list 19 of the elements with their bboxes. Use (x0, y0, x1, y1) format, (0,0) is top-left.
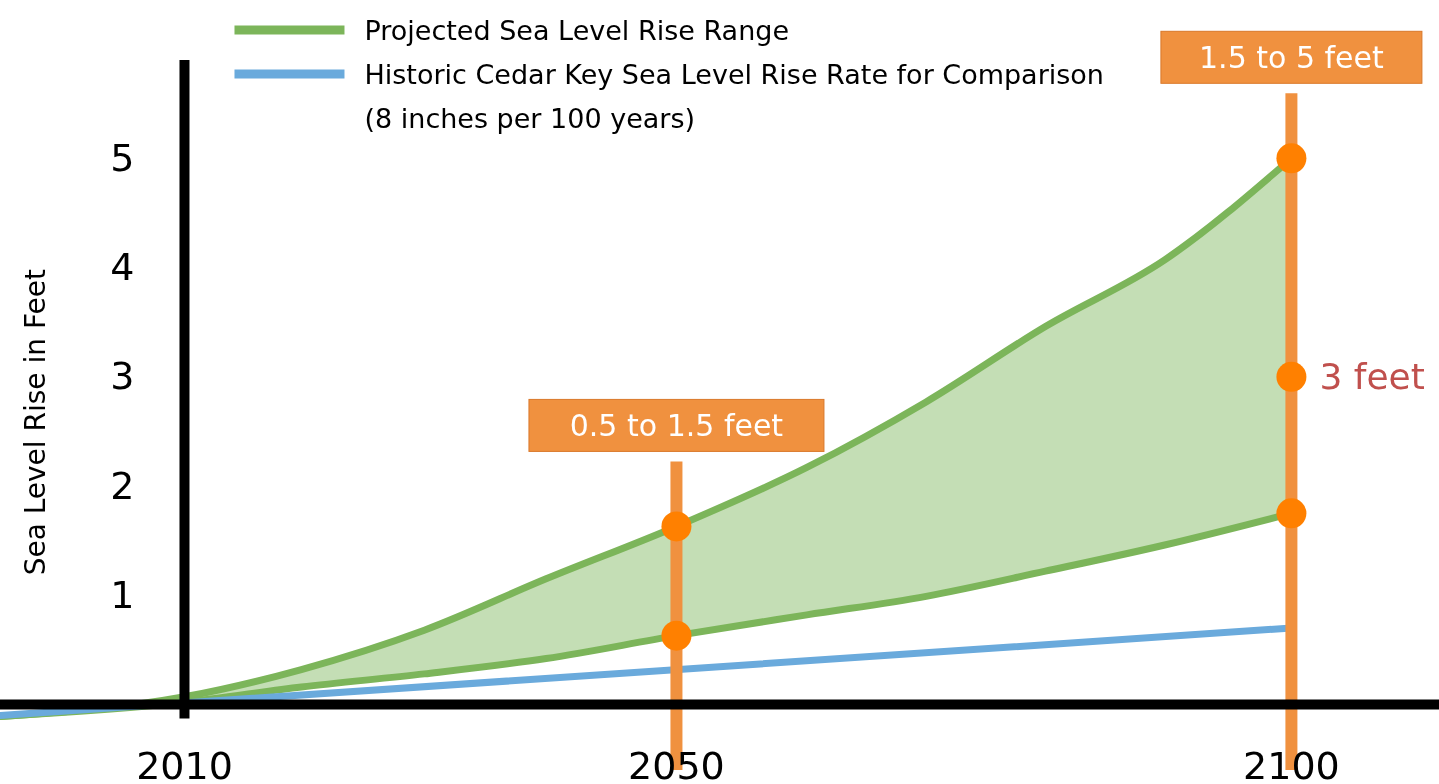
y-tick-label: 2 (110, 463, 135, 508)
x-tick-label: 2010 (136, 744, 233, 784)
x-tick-label: 2050 (628, 744, 725, 784)
point (1276, 498, 1307, 529)
y-tick-label: 4 (110, 245, 135, 290)
y-axis-title: Sea Level Rise in Feet (19, 269, 52, 576)
y-tick-label: 1 (110, 572, 135, 617)
annotation: 3 feet (1319, 356, 1425, 398)
y-tick-label: 3 (110, 354, 135, 399)
point (1276, 361, 1307, 392)
point (661, 620, 692, 651)
y-tick-label: 5 (110, 135, 135, 180)
legend-label: Projected Sea Level Rise Range (364, 15, 790, 46)
point (1276, 143, 1307, 174)
x-tick-label: 2100 (1243, 744, 1340, 784)
point (661, 511, 692, 542)
ref-line-label: 0.5 to 1.5 feet (569, 408, 784, 444)
legend-label: Historic Cedar Key Sea Level Rise Rate for Comparison (8 inches per 100 years) (364, 59, 1104, 134)
ref-line-label: 1.5 to 5 feet (1199, 40, 1385, 76)
